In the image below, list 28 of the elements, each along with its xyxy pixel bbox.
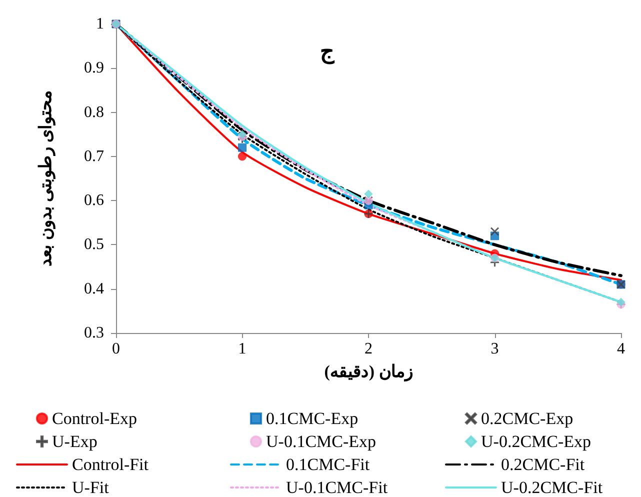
annotation: ج	[320, 38, 335, 64]
y-tick-label: 0.8	[84, 104, 104, 121]
legend-label: Control-Fit	[72, 455, 149, 474]
legend-label: Control-Exp	[52, 409, 137, 428]
y-tick-label: 0.5	[84, 236, 104, 254]
x-axis-title: زمان (دقیقه)	[324, 362, 413, 382]
y-tick-label: 0.6	[84, 192, 104, 210]
legend-label: U-0.2CMC-Exp	[481, 432, 592, 451]
legend-label: 0.1CMC-Exp	[266, 409, 358, 428]
x-tick-label: 0	[112, 340, 120, 358]
y-tick-label: 0.4	[84, 280, 104, 298]
y-tick-label: 0.9	[84, 60, 104, 77]
y-tick-label: 0.7	[84, 148, 104, 165]
x-tick-label: 4	[617, 340, 625, 358]
x-tick-label: 1	[238, 340, 246, 358]
x-tick-label: 2	[364, 340, 372, 358]
legend-label: U-0.2CMC-Fit	[501, 478, 603, 497]
y-tick-label: 0.3	[84, 324, 104, 342]
legend-label: 0.1CMC-Fit	[286, 455, 370, 474]
legend-label: U-Fit	[72, 478, 110, 497]
y-tick-label: 1	[96, 16, 104, 32]
legend-label: U-0.1CMC-Exp	[266, 432, 376, 451]
legend-label: U-0.1CMC-Fit	[286, 478, 388, 497]
legend-label: 0.2CMC-Exp	[481, 409, 574, 428]
legend-label: 0.2CMC-Fit	[501, 455, 585, 474]
legend-label: U-Exp	[52, 432, 98, 451]
y-axis-title: محتوای رطوبتی بدون بعد	[36, 90, 56, 266]
x-tick-label: 3	[490, 340, 499, 358]
